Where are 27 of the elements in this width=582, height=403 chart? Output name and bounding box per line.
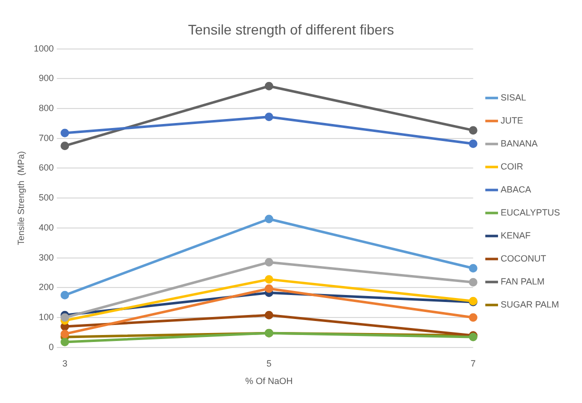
legend-label: FAN PALM <box>500 276 545 286</box>
x-tick-label: 7 <box>470 358 476 368</box>
y-tick-label: 600 <box>38 162 54 173</box>
y-tick-label: 500 <box>38 192 54 203</box>
x-tick-label: 5 <box>266 358 272 368</box>
legend-label: COCONUT <box>500 253 547 264</box>
y-tick-label: 800 <box>38 103 54 114</box>
x-axis-title: % Of NaOH <box>245 376 293 386</box>
y-tick-label: 100 <box>38 312 54 322</box>
y-tick-label: 200 <box>38 282 54 292</box>
y-tick-label: 400 <box>38 222 54 232</box>
legend-label: BANANA <box>500 138 538 148</box>
y-tick-label: 0 <box>48 342 54 352</box>
y-tick-label: 1000 <box>34 43 54 54</box>
legend-label: JUTE <box>500 115 524 126</box>
legend-label: EUCALYPTUS <box>500 207 560 218</box>
legend-label: COIR <box>500 161 524 172</box>
legend-label: KENAF <box>500 230 532 240</box>
legend-label: SISAL <box>500 92 526 102</box>
y-tick-label: 300 <box>38 252 54 262</box>
chart-title: Tensile strength of different fibers <box>188 21 394 38</box>
y-tick-label: 900 <box>38 73 54 84</box>
y-tick-label: 700 <box>38 132 54 143</box>
legend-label: SUGAR PALM <box>500 299 560 310</box>
legend-label: ABACA <box>500 184 532 194</box>
x-tick-label: 3 <box>62 358 68 368</box>
y-axis-title: Tensile Strength (MPa) <box>16 151 26 246</box>
